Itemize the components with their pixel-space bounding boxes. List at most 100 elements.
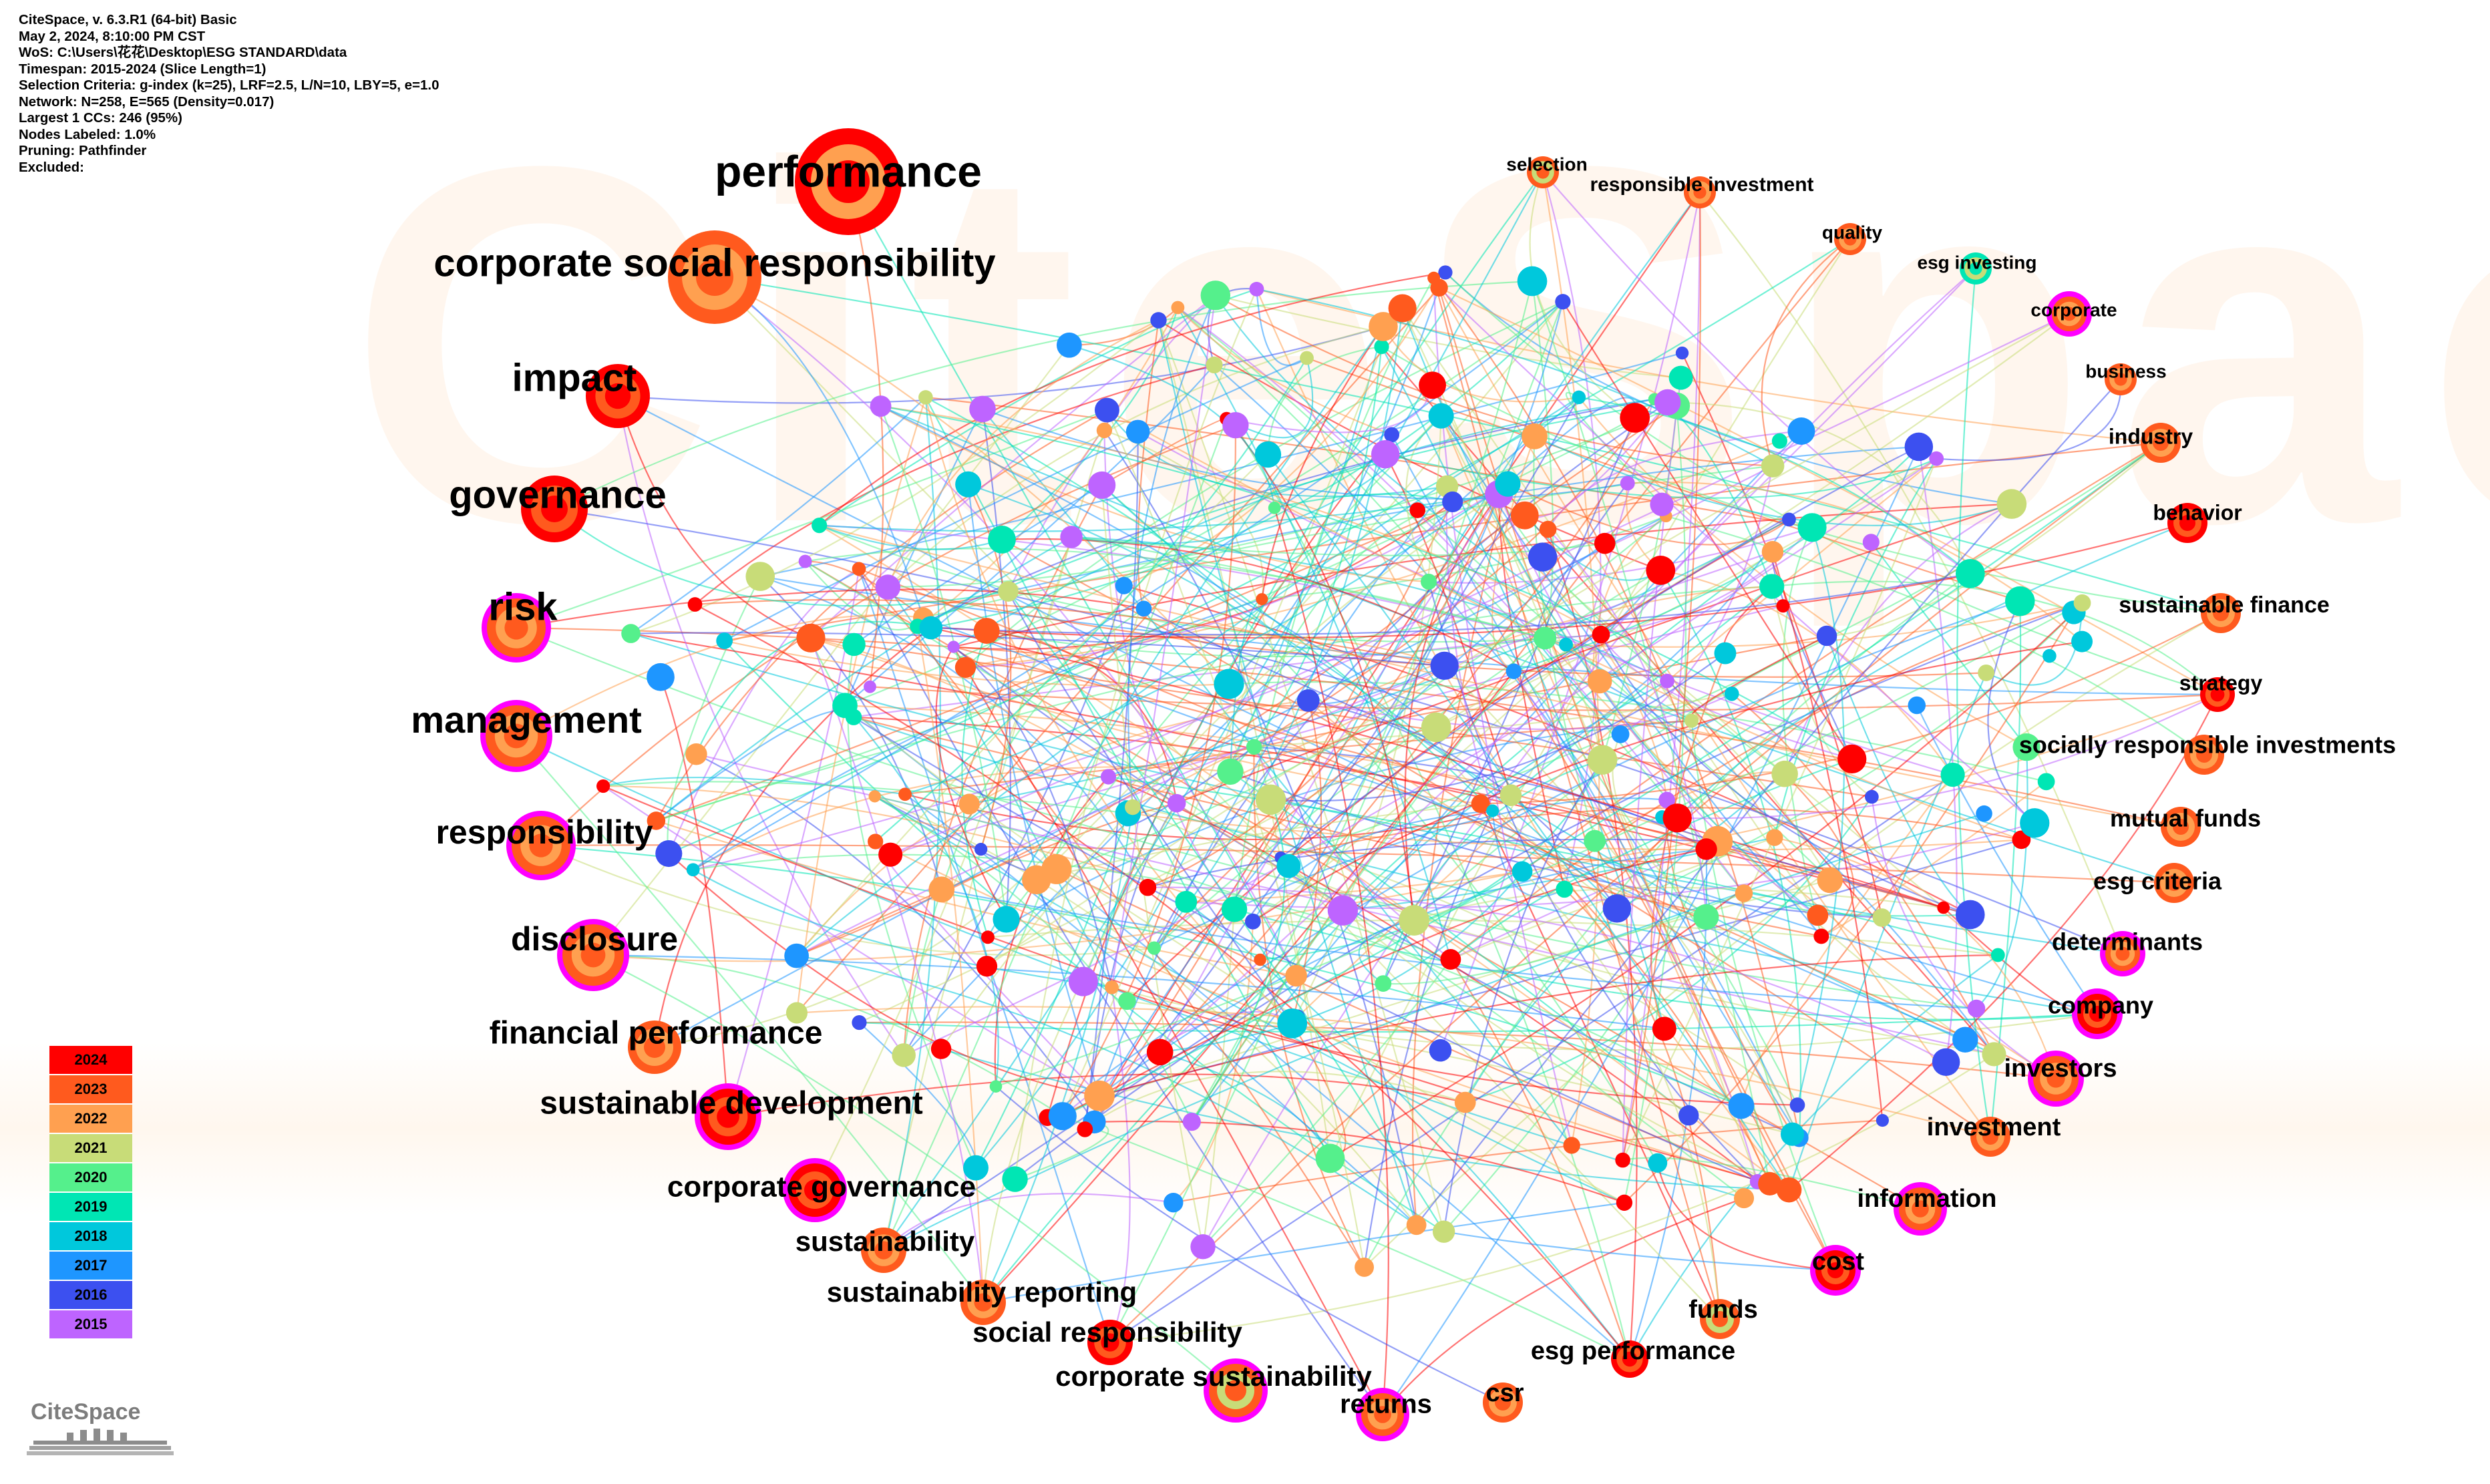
keyword-node-small[interactable] [973,618,1000,644]
keyword-node-small[interactable] [1077,1121,1093,1137]
keyword-node-small[interactable] [1724,686,1739,701]
keyword-node-small[interactable] [1375,975,1392,992]
keyword-node-small[interactable] [1100,769,1117,785]
keyword-node-small[interactable] [1510,501,1539,530]
keyword-node-small[interactable] [1327,895,1359,926]
keyword-node-small[interactable] [1056,332,1082,358]
keyword-node-small[interactable] [1384,427,1400,443]
keyword-node-small[interactable] [1276,854,1301,878]
keyword-node-small[interactable] [918,390,933,405]
keyword-node-small[interactable] [1190,1234,1216,1260]
keyword-node-small[interactable] [1978,664,1995,681]
keyword-node-small[interactable] [1714,642,1737,665]
keyword-node-small[interactable] [1206,356,1223,374]
keyword-node-small[interactable] [1249,281,1264,297]
keyword-node-small[interactable] [842,632,866,657]
keyword-node-small[interactable] [1118,992,1136,1010]
keyword-node-small[interactable] [1932,1048,1960,1076]
keyword-node-small[interactable] [1862,534,1880,551]
keyword-node-small[interactable] [1254,441,1282,468]
keyword-node-small[interactable] [1440,949,1461,970]
keyword-node-small[interactable] [1471,794,1490,813]
keyword-node-small[interactable] [1254,953,1266,966]
keyword-node-small[interactable] [1982,1042,2006,1067]
keyword-node-small[interactable] [1776,599,1790,613]
keyword-node-small[interactable] [864,680,876,693]
keyword-node-small[interactable] [1105,980,1119,994]
keyword-node-small[interactable] [2012,733,2040,761]
keyword-node-small[interactable] [1300,351,1314,365]
keyword-node-small[interactable] [1678,1105,1699,1126]
keyword-node-small[interactable] [892,1043,916,1067]
keyword-node-small[interactable] [870,395,892,417]
keyword-node-small[interactable] [1587,669,1612,694]
keyword-node-small[interactable] [1654,389,1681,416]
keyword-node-small[interactable] [1817,867,1843,894]
keyword-node-small[interactable] [1217,758,1244,785]
keyword-node-small[interactable] [2020,808,2050,838]
keyword-node-small[interactable] [2073,594,2091,612]
keyword-node-small[interactable] [852,562,866,576]
keyword-node-small[interactable] [1695,838,1717,860]
keyword-node-small[interactable] [1256,593,1268,606]
keyword-node-small[interactable] [2042,648,2057,663]
keyword-node-small[interactable] [796,623,826,653]
keyword-node-small[interactable] [1495,471,1521,497]
keyword-node-small[interactable] [1620,403,1650,433]
keyword-node-small[interactable] [1399,905,1429,936]
keyword-node-small[interactable] [1421,573,1437,590]
keyword-node-small[interactable] [1761,454,1785,478]
keyword-node-small[interactable] [1956,559,1985,588]
keyword-node-small[interactable] [1200,281,1231,311]
keyword-node-small[interactable] [1759,574,1785,599]
keyword-node-small[interactable] [685,743,707,765]
keyword-node-small[interactable] [868,833,884,850]
keyword-node-small[interactable] [1693,904,1719,930]
keyword-node-small[interactable] [1728,1093,1755,1119]
keyword-node-small[interactable] [1652,1016,1676,1041]
keyword-node-small[interactable] [981,930,995,944]
keyword-node-small[interactable] [1940,762,1965,787]
keyword-node-small[interactable] [1908,696,1926,715]
keyword-node-small[interactable] [1371,440,1400,469]
keyword-node-small[interactable] [1150,312,1167,329]
keyword-node-small[interactable] [955,471,982,498]
keyword-node-small[interactable] [1572,390,1586,405]
keyword-node-small[interactable] [1125,799,1141,815]
keyword-node-small[interactable] [1167,793,1186,813]
keyword-node-small[interactable] [1084,1080,1115,1111]
keyword-node-small[interactable] [1620,476,1635,491]
keyword-node-small[interactable] [1780,1122,1805,1146]
keyword-node-small[interactable] [1486,804,1499,817]
keyword-node-small[interactable] [1088,471,1116,499]
keyword-node-small[interactable] [1594,532,1616,554]
keyword-node-small[interactable] [1990,948,2005,962]
keyword-node-small[interactable] [1675,346,1689,360]
keyword-node-small[interactable] [647,663,675,691]
keyword-node-small[interactable] [1684,713,1699,728]
keyword-node-small[interactable] [1776,1177,1802,1203]
keyword-node-small[interactable] [2037,773,2055,791]
keyword-node-small[interactable] [1432,1220,1455,1243]
keyword-node-small[interactable] [969,395,996,423]
keyword-node-small[interactable] [1125,419,1150,444]
keyword-node-small[interactable] [596,779,610,793]
keyword-node-small[interactable] [993,906,1020,933]
keyword-node-small[interactable] [898,787,912,801]
keyword-node-small[interactable] [963,1155,989,1181]
keyword-node-small[interactable] [1807,904,1829,926]
keyword-node-small[interactable] [1937,901,1950,914]
keyword-node-small[interactable] [1592,625,1610,644]
keyword-node-small[interactable] [868,790,881,803]
keyword-node-small[interactable] [998,581,1019,602]
keyword-node-small[interactable] [852,1015,867,1031]
keyword-node-small[interactable] [1865,789,1879,804]
keyword-node-small[interactable] [1419,371,1447,399]
keyword-node-small[interactable] [919,616,943,640]
keyword-node-small[interactable] [1355,1257,1375,1277]
keyword-node-small[interactable] [1522,423,1548,449]
keyword-node-small[interactable] [1559,637,1573,652]
keyword-node-small[interactable] [1615,1152,1630,1168]
keyword-node-small[interactable] [1584,829,1606,852]
keyword-node-small[interactable] [928,876,955,903]
